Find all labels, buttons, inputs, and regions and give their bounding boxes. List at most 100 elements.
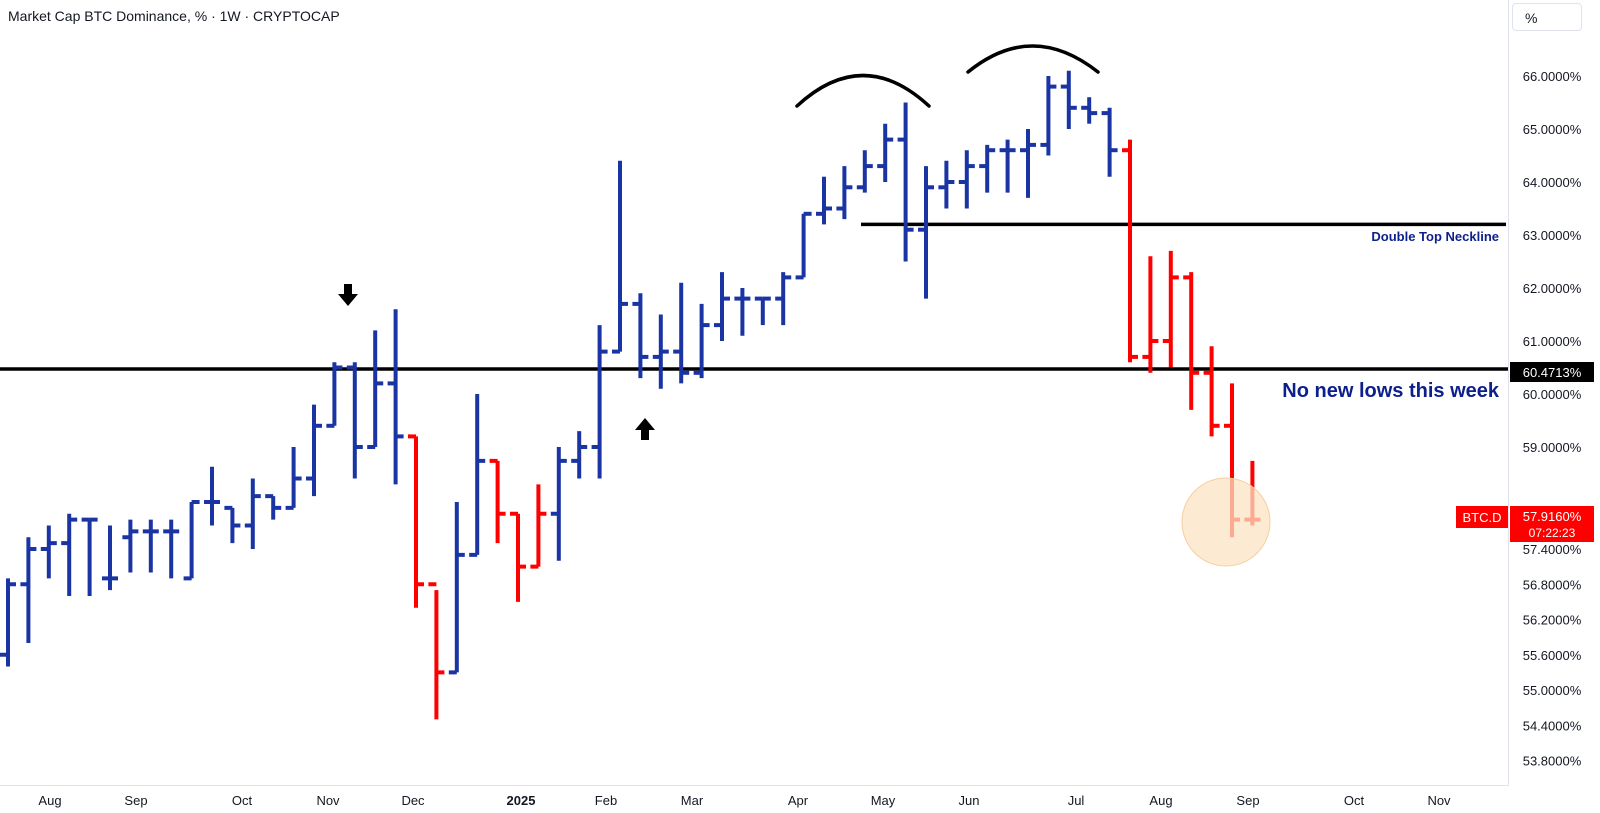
ohlc-bar <box>142 519 159 573</box>
unit-toggle-button[interactable]: % <box>1512 3 1582 31</box>
time-axis-border <box>0 785 1508 786</box>
x-tick-label: May <box>871 793 896 808</box>
ohlc-bar <box>877 123 894 182</box>
y-tick-label: 63.0000% <box>1523 228 1582 243</box>
ohlc-bar <box>836 166 853 220</box>
ohlc-bar <box>1081 97 1098 124</box>
x-tick-label: Aug <box>1149 793 1172 808</box>
horizontal-lines-layer <box>0 222 1508 371</box>
chart-title: Market Cap BTC Dominance, % · 1W · CRYPT… <box>8 8 340 24</box>
ohlc-bar <box>0 578 16 667</box>
ohlc-bar <box>204 466 220 526</box>
y-tick-label: 54.4000% <box>1523 718 1582 733</box>
ohlc-bar <box>775 272 792 326</box>
ohlc-bar <box>469 394 486 557</box>
y-tick-label: 64.0000% <box>1523 175 1582 190</box>
x-tick-label: Jun <box>959 793 980 808</box>
ohlc-bar <box>938 160 955 209</box>
down-arrow-icon <box>338 284 358 306</box>
ohlc-bar <box>693 303 710 379</box>
ohlc-bar <box>1040 76 1057 156</box>
x-tick-label: Sep <box>124 793 147 808</box>
ohlc-bar <box>285 447 302 510</box>
ohlc-bar <box>979 144 996 193</box>
x-tick-label: Nov <box>1427 793 1451 808</box>
y-tick-label: 57.4000% <box>1523 542 1582 557</box>
ohlc-bar <box>652 314 669 389</box>
ohlc-bar <box>224 505 241 544</box>
left-top-arc <box>795 73 931 108</box>
y-tick-label: 55.6000% <box>1523 648 1582 663</box>
ohlc-bar <box>918 166 934 299</box>
ohlc-bar <box>673 282 690 384</box>
y-tick-label: 66.0000% <box>1523 69 1582 84</box>
ohlc-bar <box>1183 272 1200 410</box>
y-tick-label: 60.0000% <box>1523 387 1582 402</box>
ohlc-bar <box>1060 70 1077 129</box>
price-tags-layer: 60.4713% BTC.D 57.9160% 07:22:23 <box>1456 362 1594 542</box>
ohlc-bar <box>244 478 261 549</box>
y-tick-label: 65.0000% <box>1523 122 1582 137</box>
x-tick-label: Oct <box>1344 793 1365 808</box>
ohlc-bar <box>1020 129 1036 198</box>
ohlc-bar <box>408 434 424 608</box>
right-top-arc <box>966 44 1100 74</box>
ohlc-bar <box>306 404 322 497</box>
x-tick-label: Dec <box>401 793 425 808</box>
last-price-value: 57.9160% <box>1523 509 1582 524</box>
ohlc-bar <box>958 150 975 209</box>
ohlc-bar <box>550 447 567 561</box>
ohlc-bar <box>1142 256 1159 373</box>
ohlc-bar <box>81 517 98 596</box>
symbol-tag <box>1456 506 1508 528</box>
x-tick-label: Sep <box>1236 793 1259 808</box>
symbol-tag-text: BTC.D <box>1463 510 1502 525</box>
ohlc-bar <box>795 211 812 280</box>
ohlc-bar <box>102 525 118 591</box>
price-axis[interactable]: 66.0000% 65.0000% 64.0000% 63.0000% 62.0000%… <box>1523 69 1582 769</box>
y-tick-label: 56.2000% <box>1523 613 1582 628</box>
x-tick-label: Nov <box>316 793 340 808</box>
y-tick-label: 59.0000% <box>1523 440 1582 455</box>
no-new-lows-label: No new lows this week <box>1282 380 1500 402</box>
ohlc-bar <box>510 511 526 602</box>
bar-countdown: 07:22:23 <box>1529 526 1576 540</box>
x-tick-label: Apr <box>788 793 809 808</box>
ohlc-bar <box>571 431 588 479</box>
x-tick-label: Aug <box>38 793 61 808</box>
price-axis-border <box>1508 0 1509 786</box>
ohlc-bar <box>489 458 506 544</box>
ohlc-bar <box>999 139 1016 193</box>
ohlc-bar <box>714 272 730 341</box>
ohlc-bar <box>265 494 282 520</box>
ohlc-bar <box>1101 107 1118 177</box>
neckline-price-tag <box>1510 362 1594 382</box>
ohlc-bar <box>530 484 547 569</box>
y-tick-label: 55.0000% <box>1523 683 1582 698</box>
x-tick-label: Jul <box>1068 793 1085 808</box>
ohlc-bar <box>754 296 771 326</box>
double-top-neckline-label: Double Top Neckline <box>1371 229 1499 244</box>
y-tick-label: 56.8000% <box>1523 577 1582 592</box>
x-tick-label: Oct <box>232 793 253 808</box>
y-tick-label: 61.0000% <box>1523 334 1582 349</box>
x-tick-label: Feb <box>595 793 617 808</box>
ohlc-bar <box>387 309 404 485</box>
ohlc-bar <box>346 362 363 479</box>
ohlc-bar <box>1162 250 1179 368</box>
neckline-price-tag-text: 60.4713% <box>1523 365 1582 380</box>
x-tick-label: 2025 <box>507 793 536 808</box>
ohlc-bars-layer <box>0 70 1261 720</box>
ohlc-bar <box>816 176 832 225</box>
ohlc-bar <box>632 293 649 379</box>
highlight-circle <box>1181 477 1271 567</box>
ohlc-bar <box>448 502 465 675</box>
ohlc-bar <box>612 160 628 354</box>
y-tick-label: 62.0000% <box>1523 281 1582 296</box>
time-axis[interactable]: Aug Sep Oct Nov Dec 2025 Feb Mar Apr May Jun Jul Aug… <box>38 793 1451 808</box>
ohlc-bar <box>367 330 384 449</box>
ohlc-bar <box>122 519 139 573</box>
y-tick-label: 53.8000% <box>1523 754 1582 769</box>
x-tick-label: Mar <box>681 793 704 808</box>
